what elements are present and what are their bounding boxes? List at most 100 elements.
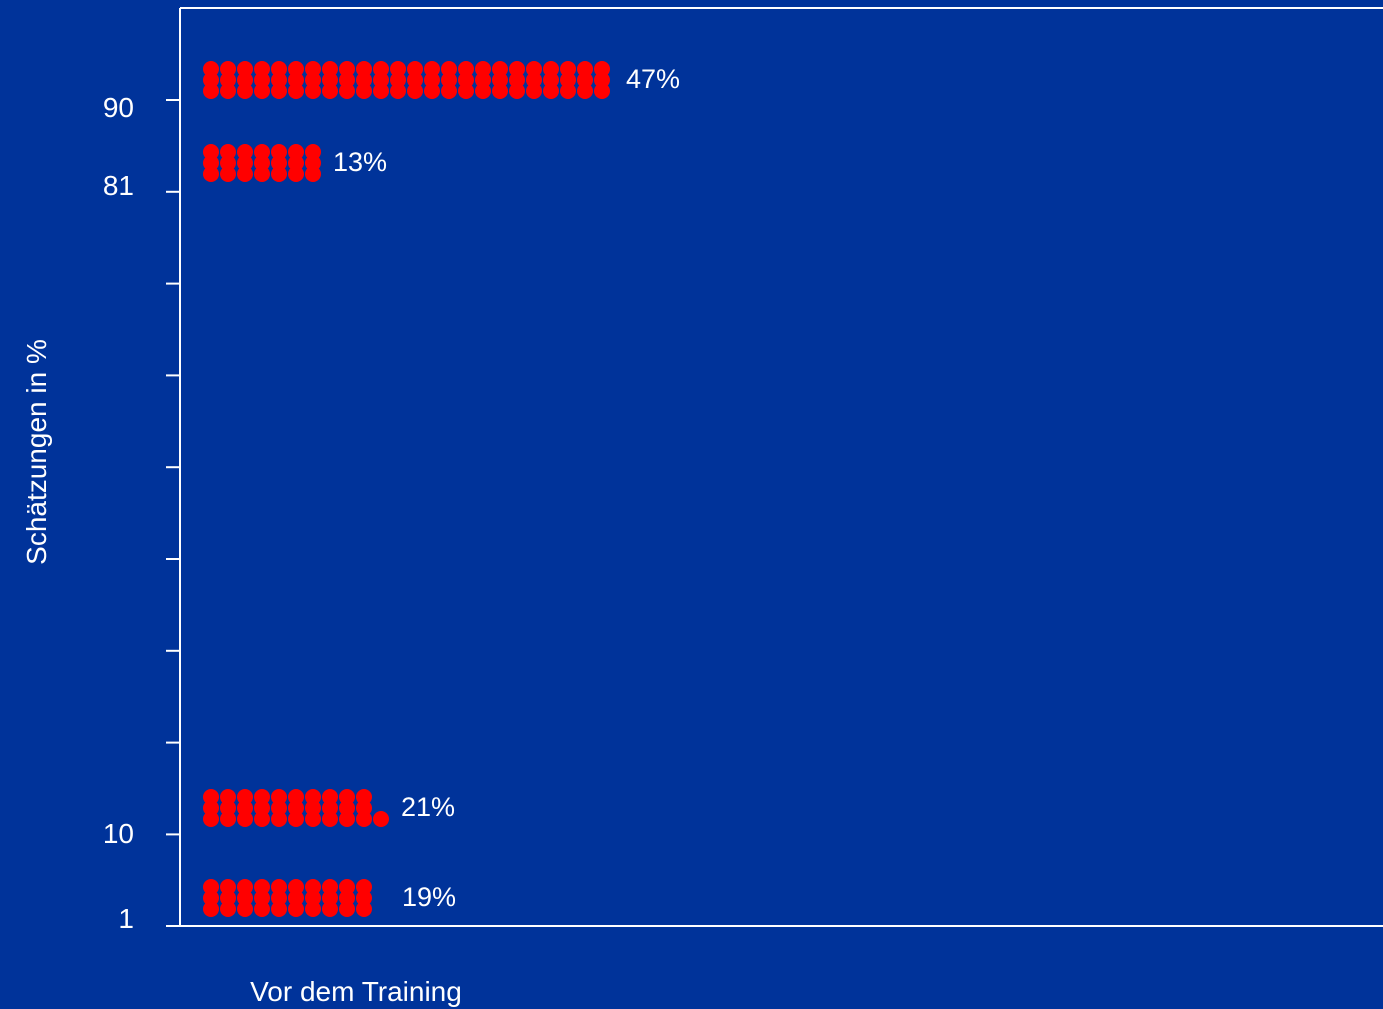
data-dot — [475, 83, 491, 99]
data-dot — [271, 890, 287, 906]
data-dot — [322, 789, 338, 805]
data-dot — [560, 61, 576, 77]
data-dot — [220, 901, 236, 917]
data-dot — [322, 901, 338, 917]
data-dot — [356, 61, 372, 77]
data-dot — [373, 72, 389, 88]
data-dot — [356, 879, 372, 895]
data-dot — [339, 901, 355, 917]
data-dot — [322, 72, 338, 88]
percent-label: 19% — [402, 882, 456, 912]
data-dot — [441, 61, 457, 77]
data-dot — [288, 61, 304, 77]
data-dot — [441, 72, 457, 88]
data-dot — [560, 72, 576, 88]
data-dot — [237, 901, 253, 917]
data-dot — [203, 901, 219, 917]
data-dot — [237, 61, 253, 77]
data-dot — [305, 800, 321, 816]
data-dot — [356, 901, 372, 917]
data-dot — [305, 901, 321, 917]
data-dot — [339, 890, 355, 906]
data-dot — [254, 800, 270, 816]
data-dot — [305, 789, 321, 805]
data-dot — [560, 83, 576, 99]
y-axis-ticks — [166, 99, 180, 836]
data-dot — [356, 890, 372, 906]
data-dot — [424, 72, 440, 88]
data-dot — [441, 83, 457, 99]
data-dot — [203, 144, 219, 160]
data-dot — [237, 155, 253, 171]
data-dot — [458, 61, 474, 77]
data-dot — [220, 890, 236, 906]
data-dot — [492, 61, 508, 77]
percent-label: 21% — [401, 792, 455, 822]
x-axis-label: Vor dem Training — [250, 976, 462, 1007]
data-dot — [203, 155, 219, 171]
data-dot — [339, 61, 355, 77]
data-dot — [203, 83, 219, 99]
data-dot — [305, 811, 321, 827]
data-dot — [305, 155, 321, 171]
data-dot — [203, 72, 219, 88]
data-dot — [203, 789, 219, 805]
data-dot — [356, 800, 372, 816]
data-dot — [577, 83, 593, 99]
data-dot — [288, 155, 304, 171]
data-dot — [237, 72, 253, 88]
data-dot — [254, 155, 270, 171]
data-dot — [339, 879, 355, 895]
data-dot — [237, 83, 253, 99]
data-dot — [254, 61, 270, 77]
data-dot — [322, 890, 338, 906]
data-dot — [254, 890, 270, 906]
data-dot — [322, 800, 338, 816]
data-dot — [424, 61, 440, 77]
data-dot — [594, 72, 610, 88]
data-dot — [288, 890, 304, 906]
data-dot — [288, 789, 304, 805]
data-dot — [492, 72, 508, 88]
data-dot — [305, 890, 321, 906]
data-dot — [220, 155, 236, 171]
data-dot — [271, 144, 287, 160]
data-dot — [288, 901, 304, 917]
data-dot — [254, 83, 270, 99]
data-dot — [373, 61, 389, 77]
data-dot — [237, 789, 253, 805]
data-dot — [220, 61, 236, 77]
data-dot — [271, 901, 287, 917]
data-dot — [254, 72, 270, 88]
data-dot — [220, 72, 236, 88]
data-dot — [407, 61, 423, 77]
percent-label: 47% — [626, 64, 680, 94]
data-dot — [305, 83, 321, 99]
data-dot — [339, 800, 355, 816]
y-axis-label: Schätzungen in % — [21, 339, 52, 565]
data-dot — [339, 72, 355, 88]
data-dot — [288, 72, 304, 88]
data-dot — [475, 72, 491, 88]
data-dot — [288, 144, 304, 160]
data-dot — [339, 811, 355, 827]
data-dot — [356, 72, 372, 88]
data-dot — [220, 879, 236, 895]
data-dot — [271, 800, 287, 816]
data-dot — [594, 83, 610, 99]
data-dot — [543, 61, 559, 77]
data-dot — [356, 83, 372, 99]
data-dot — [237, 166, 253, 182]
data-dot — [305, 166, 321, 182]
data-dot — [492, 83, 508, 99]
data-dot — [288, 811, 304, 827]
data-dot — [271, 789, 287, 805]
dot-group — [203, 144, 321, 182]
data-dot — [322, 879, 338, 895]
data-dot — [526, 72, 542, 88]
data-dot — [356, 789, 372, 805]
data-dot — [509, 83, 525, 99]
data-dot — [237, 800, 253, 816]
data-dot — [288, 800, 304, 816]
